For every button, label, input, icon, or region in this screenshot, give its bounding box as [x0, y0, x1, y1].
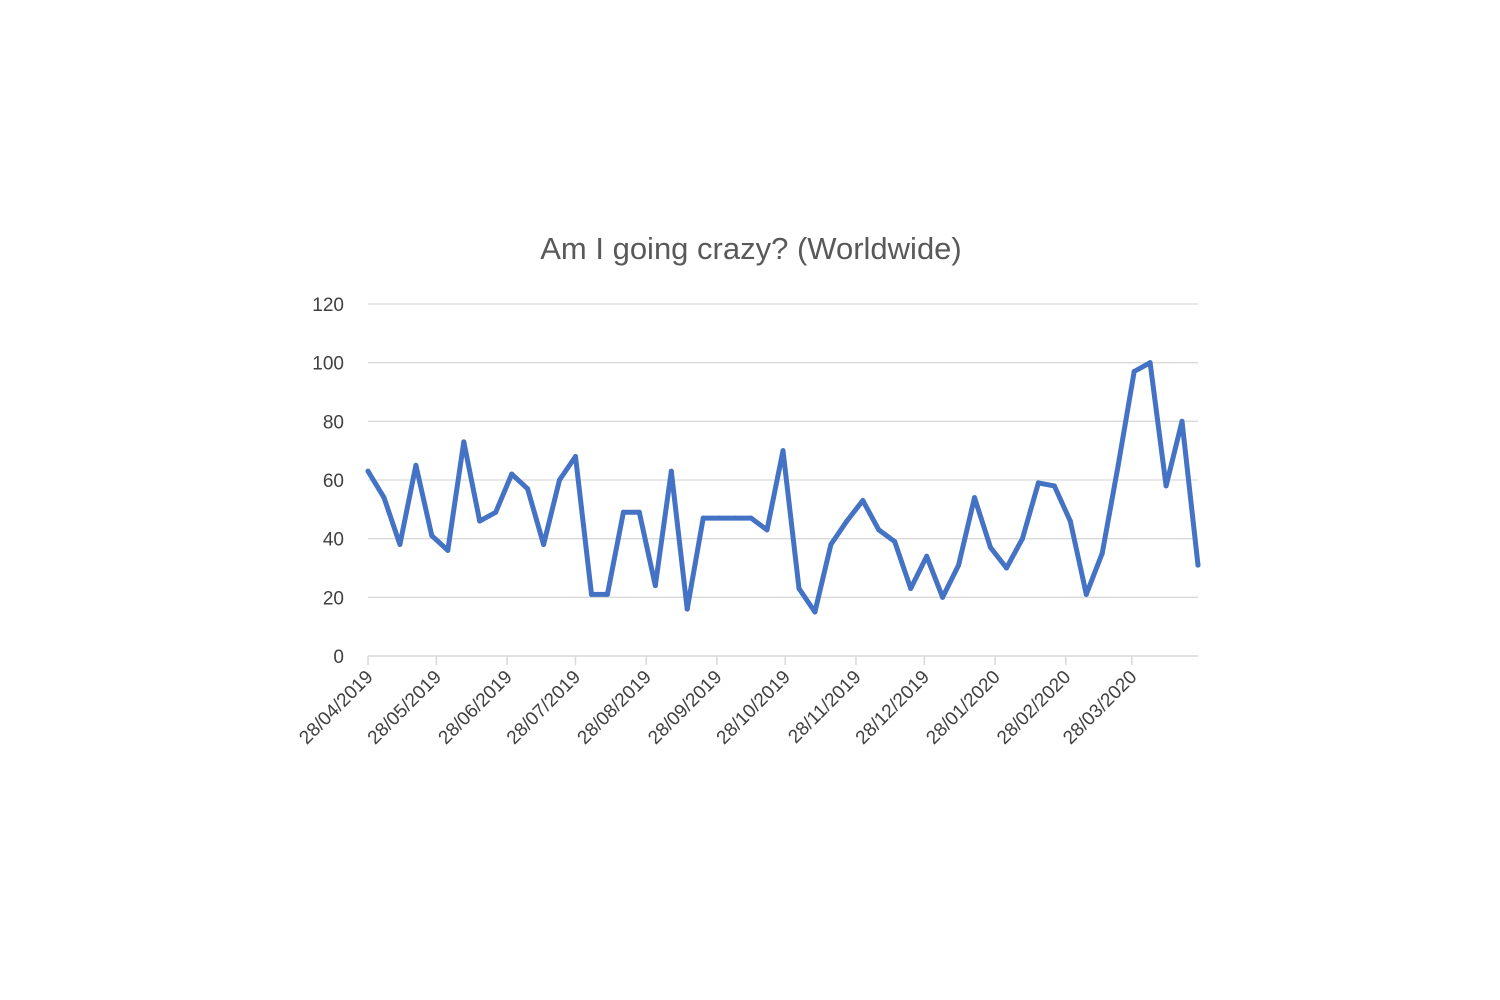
x-axis	[367, 655, 1198, 665]
data-point	[1099, 550, 1105, 556]
y-tick-label: 20	[323, 588, 344, 609]
chart-title: Am I going crazy? (Worldwide)	[540, 231, 962, 266]
data-point	[1003, 565, 1009, 571]
data-point	[860, 498, 866, 504]
y-tick-label: 0	[333, 647, 344, 668]
data-point	[988, 544, 993, 550]
data-point	[429, 533, 435, 539]
y-axis-labels: 0 20 40 60 80 100 120	[312, 295, 344, 668]
data-point	[1131, 368, 1137, 374]
x-axis-labels: 28/04/201928/05/201928/06/201928/07/2019…	[295, 667, 1141, 749]
data-point	[557, 477, 563, 483]
x-tick-label: 28/10/2019	[713, 667, 795, 749]
data-point	[1083, 591, 1089, 597]
data-point	[1019, 536, 1025, 542]
data-point	[461, 439, 467, 445]
data-point	[828, 542, 834, 548]
data-point	[1067, 518, 1073, 524]
data-point	[397, 542, 403, 548]
x-tick-label: 28/07/2019	[503, 667, 585, 749]
data-point	[620, 509, 626, 515]
data-point	[764, 527, 770, 533]
data-point	[509, 471, 515, 477]
data-point	[1163, 483, 1169, 489]
gridlines	[368, 303, 1198, 598]
series-line-0	[365, 360, 1201, 615]
y-tick-label: 60	[323, 471, 344, 492]
data-point	[477, 518, 483, 524]
data-point	[588, 591, 594, 597]
data-point	[493, 509, 499, 515]
data-point	[652, 583, 658, 589]
data-point	[1147, 360, 1153, 366]
data-point	[1115, 462, 1121, 468]
x-tick-label: 28/01/2020	[923, 667, 1005, 749]
y-tick-label: 120	[312, 295, 344, 316]
data-point	[668, 468, 674, 474]
data-point	[1035, 480, 1041, 486]
data-point	[700, 515, 706, 521]
data-point	[940, 594, 946, 600]
x-tick-label: 28/12/2019	[852, 667, 934, 749]
data-point	[924, 553, 930, 559]
data-point	[604, 591, 610, 597]
data-point	[780, 448, 786, 454]
data-point	[972, 495, 978, 501]
data-point	[573, 454, 578, 460]
x-tick-label: 28/05/2019	[364, 667, 446, 749]
data-point	[732, 515, 738, 521]
data-point	[812, 609, 818, 615]
data-point	[716, 515, 722, 521]
data-point	[876, 527, 882, 533]
data-point	[413, 462, 419, 468]
data-point	[796, 586, 802, 592]
data-point	[748, 515, 754, 521]
data-point	[892, 539, 898, 545]
data-point	[636, 509, 642, 515]
data-point	[541, 542, 547, 548]
y-tick-label: 100	[312, 354, 344, 375]
data-point	[1051, 483, 1057, 489]
data-point	[908, 586, 914, 592]
series-layer	[365, 360, 1201, 615]
data-point	[445, 547, 451, 553]
y-tick-label: 80	[323, 412, 344, 433]
data-point	[684, 606, 690, 612]
data-point	[365, 468, 371, 474]
y-tick-label: 40	[323, 530, 344, 551]
data-point	[1179, 418, 1185, 424]
x-tick-label: 28/08/2019	[574, 667, 656, 749]
data-point	[381, 495, 387, 501]
data-point	[1195, 562, 1201, 568]
data-point	[956, 562, 962, 568]
data-point	[525, 486, 531, 492]
data-point	[844, 518, 850, 524]
